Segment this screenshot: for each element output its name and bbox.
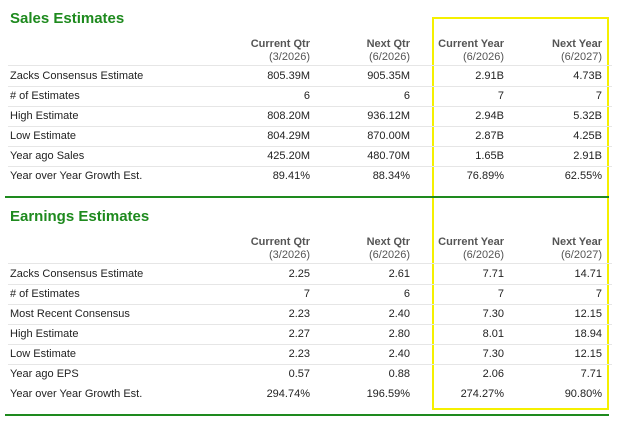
row-separator	[8, 126, 612, 127]
row-label: # of Estimates	[10, 90, 80, 102]
row-label: Low Estimate	[10, 348, 77, 360]
column-period: (6/2026)	[463, 51, 504, 63]
section-title: Sales Estimates	[10, 10, 125, 27]
cell-value: 0.88	[388, 368, 410, 380]
cell-value: 0.57	[288, 368, 310, 380]
cell-value: 805.39M	[267, 70, 310, 82]
row-separator	[8, 324, 612, 325]
row-label: Year ago Sales	[10, 150, 85, 162]
cell-value: 5.32B	[573, 110, 602, 122]
cell-value: 2.23	[288, 348, 310, 360]
row-separator	[8, 106, 612, 107]
cell-value: 870.00M	[367, 130, 410, 142]
column-header: Next Year	[552, 236, 602, 248]
column-header: Next Qtr	[366, 38, 410, 50]
row-label: High Estimate	[10, 110, 79, 122]
cell-value: 905.35M	[367, 70, 410, 82]
cell-value: 7.71	[482, 268, 504, 280]
header-separator	[8, 263, 612, 264]
cell-value: 2.91B	[573, 150, 602, 162]
row-separator	[8, 284, 612, 285]
cell-value: 480.70M	[367, 150, 410, 162]
cell-value: 7	[595, 288, 602, 300]
cell-value: 6	[303, 90, 310, 102]
cell-value: 2.61	[388, 268, 410, 280]
cell-value: 2.80	[388, 328, 410, 340]
cell-value: 14.71	[574, 268, 602, 280]
cell-value: 425.20M	[267, 150, 310, 162]
cell-value: 294.74%	[266, 388, 310, 400]
cell-value: 804.29M	[267, 130, 310, 142]
row-label: Zacks Consensus Estimate	[10, 70, 144, 82]
cell-value: 7	[303, 288, 310, 300]
column-period: (6/2027)	[561, 51, 602, 63]
column-header: Current Year	[438, 236, 504, 248]
row-separator	[8, 146, 612, 147]
column-period: (3/2026)	[269, 51, 310, 63]
highlight-box	[432, 17, 609, 410]
cell-value: 4.25B	[573, 130, 602, 142]
column-period: (6/2026)	[369, 51, 410, 63]
cell-value: 7.71	[580, 368, 602, 380]
cell-value: 90.80%	[564, 388, 602, 400]
cell-value: 76.89%	[466, 170, 504, 182]
header-separator	[8, 65, 612, 66]
cell-value: 2.40	[388, 348, 410, 360]
cell-value: 196.59%	[366, 388, 410, 400]
cell-value: 936.12M	[367, 110, 410, 122]
cell-value: 808.20M	[267, 110, 310, 122]
column-header: Next Year	[552, 38, 602, 50]
cell-value: 6	[403, 288, 410, 300]
cell-value: 89.41%	[272, 170, 310, 182]
column-header: Current Qtr	[250, 38, 310, 50]
cell-value: 7	[497, 90, 504, 102]
row-label: Low Estimate	[10, 130, 77, 142]
cell-value: 62.55%	[564, 170, 602, 182]
cell-value: 2.25	[288, 268, 310, 280]
section-rule	[5, 414, 609, 416]
row-separator	[8, 344, 612, 345]
cell-value: 2.87B	[475, 130, 504, 142]
column-period: (3/2026)	[269, 249, 310, 261]
section-title: Earnings Estimates	[10, 208, 150, 225]
section-rule	[5, 196, 609, 198]
column-header: Current Qtr	[250, 236, 310, 248]
cell-value: 12.15	[574, 348, 602, 360]
cell-value: 88.34%	[372, 170, 410, 182]
column-header: Next Qtr	[366, 236, 410, 248]
cell-value: 7.30	[482, 348, 504, 360]
cell-value: 1.65B	[475, 150, 504, 162]
row-separator	[8, 86, 612, 87]
cell-value: 7.30	[482, 308, 504, 320]
cell-value: 274.27%	[460, 388, 504, 400]
column-period: (6/2026)	[369, 249, 410, 261]
row-label: Year over Year Growth Est.	[10, 170, 143, 182]
row-separator	[8, 364, 612, 365]
cell-value: 12.15	[574, 308, 602, 320]
cell-value: 18.94	[574, 328, 602, 340]
cell-value: 2.91B	[475, 70, 504, 82]
row-label: Most Recent Consensus	[10, 308, 130, 320]
row-separator	[8, 304, 612, 305]
row-label: High Estimate	[10, 328, 79, 340]
cell-value: 2.40	[388, 308, 410, 320]
column-header: Current Year	[438, 38, 504, 50]
column-period: (6/2026)	[463, 249, 504, 261]
cell-value: 2.23	[288, 308, 310, 320]
row-separator	[8, 166, 612, 167]
row-label: Zacks Consensus Estimate	[10, 268, 144, 280]
row-label: # of Estimates	[10, 288, 80, 300]
cell-value: 2.94B	[475, 110, 504, 122]
cell-value: 7	[497, 288, 504, 300]
row-label: Year ago EPS	[10, 368, 79, 380]
cell-value: 8.01	[482, 328, 504, 340]
cell-value: 4.73B	[573, 70, 602, 82]
column-period: (6/2027)	[561, 249, 602, 261]
cell-value: 6	[403, 90, 410, 102]
cell-value: 2.06	[482, 368, 504, 380]
cell-value: 2.27	[288, 328, 310, 340]
row-label: Year over Year Growth Est.	[10, 388, 143, 400]
cell-value: 7	[595, 90, 602, 102]
